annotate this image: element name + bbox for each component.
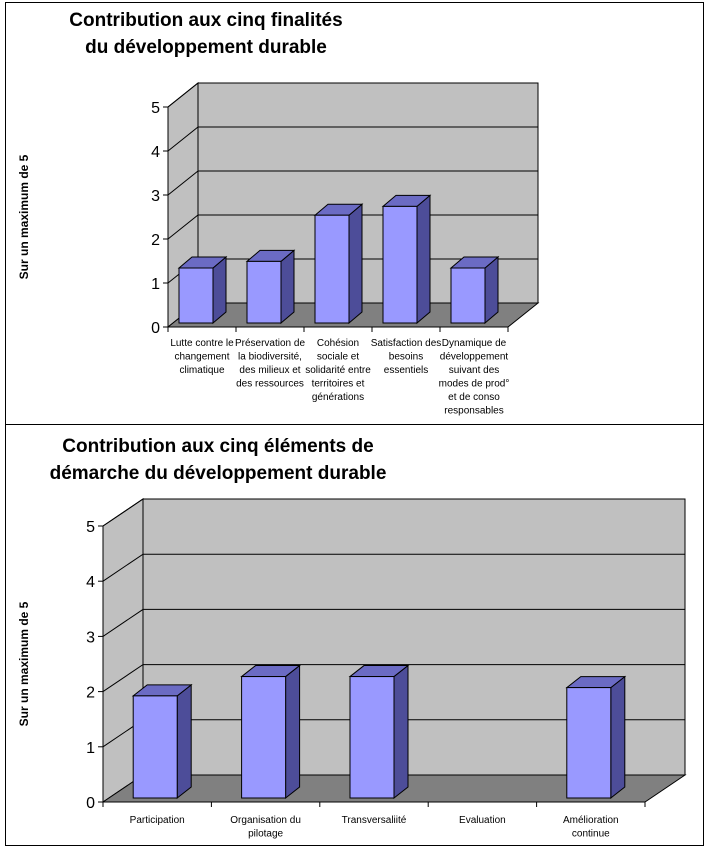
x-tick-label: responsables — [444, 406, 503, 417]
chart-title-demarche: Contribution aux cinq éléments de démarc… — [8, 433, 428, 487]
bar-front — [566, 687, 612, 799]
y-tick-label: 4 — [86, 574, 95, 591]
bar — [449, 255, 500, 325]
bar-side — [610, 675, 626, 800]
chart-title-line: Contribution aux cinq finalités — [69, 10, 343, 31]
chart-panel-finalites: Contribution aux cinq finalités du dével… — [5, 2, 704, 425]
x-tick-label: Préservation de — [235, 338, 305, 349]
y-tick-label: 4 — [151, 144, 160, 161]
bar-side — [348, 203, 363, 325]
y-tick-label: 3 — [151, 188, 160, 205]
bar-side — [416, 194, 431, 325]
x-tick-label: changement — [174, 352, 229, 363]
bar — [131, 683, 193, 800]
x-tick-label: la biodiversité, — [238, 352, 302, 363]
x-tick-label: Cohésion — [317, 338, 359, 349]
y-tick-label: 1 — [86, 740, 95, 757]
x-tick-label: Transversaliité — [342, 815, 407, 826]
bar-front — [241, 676, 287, 799]
chart-title-line: démarche du développement durable — [49, 463, 387, 484]
x-tick-label: générations — [312, 392, 364, 403]
bar — [565, 675, 627, 800]
bar-front — [314, 214, 350, 324]
x-tick-label: solidarité entre — [305, 365, 371, 376]
y-axis-label: Sur un maximum de 5 — [17, 154, 31, 279]
y-tick-label: 0 — [151, 320, 160, 337]
bar-side — [285, 664, 301, 800]
x-tick-label: modes de prod° — [439, 379, 510, 390]
y-tick-label: 5 — [86, 519, 95, 536]
bar-chart-finalites: 0 1 2 3 4 5 Sur un maximum de 5 Lutte contre le… — [17, 81, 540, 417]
bar-side — [176, 683, 192, 800]
bar-front — [178, 267, 214, 324]
x-tick-label: Dynamique de — [442, 338, 507, 349]
bar-front — [450, 267, 486, 324]
bar-front — [132, 695, 178, 799]
bar — [348, 664, 410, 800]
x-tick-label: Organisation du — [230, 815, 301, 826]
chart-title-line: du développement durable — [85, 37, 327, 58]
x-tick-label: Participation — [130, 815, 185, 826]
x-tick-label: Lutte contre le — [170, 338, 234, 349]
bar — [245, 249, 296, 325]
gridline — [102, 498, 685, 527]
x-tick-label: Satisfaction des — [371, 338, 442, 349]
x-tick-label: Amélioration — [563, 815, 619, 826]
x-tick-label: des milieux et — [239, 365, 300, 376]
x-tick-label: développement — [440, 352, 509, 363]
y-tick-label: 1 — [151, 276, 160, 293]
x-tick-label: sociale et — [317, 352, 359, 363]
x-tick-label: continue — [572, 829, 610, 840]
bar — [313, 203, 364, 325]
bar — [381, 194, 432, 325]
chart-title-finalites: Contribution aux cinq finalités du dével… — [26, 7, 386, 61]
bar-side — [280, 249, 295, 325]
chart-title-line: Contribution aux cinq éléments de — [62, 436, 374, 457]
x-tick-label: et de conso — [448, 392, 500, 403]
bar-front — [246, 260, 282, 324]
bar-side — [393, 664, 409, 800]
x-tick-label: suivant des — [449, 365, 500, 376]
y-axis-label: Sur un maximum de 5 — [17, 601, 31, 726]
bar-front — [349, 676, 395, 799]
y-tick-label: 0 — [86, 795, 95, 812]
x-tick-label: territoires et — [312, 379, 365, 390]
gridline — [167, 82, 538, 108]
bar-front — [382, 205, 418, 324]
x-tick-label: Evaluation — [459, 815, 506, 826]
y-tick-label: 2 — [151, 232, 160, 249]
y-tick-label: 3 — [86, 629, 95, 646]
y-tick-label: 2 — [86, 685, 95, 702]
gridline — [102, 608, 685, 637]
x-tick-label: besoins — [389, 352, 423, 363]
x-tick-label: essentiels — [384, 365, 428, 376]
y-tick-label: 5 — [151, 100, 160, 117]
x-tick-label: pilotage — [248, 829, 283, 840]
bar-chart-demarche: 0 1 2 3 4 5 Sur un maximum de 5 Participation Or… — [17, 498, 687, 840]
gridline — [167, 170, 538, 196]
chart-panel-demarche: Contribution aux cinq éléments de démarc… — [5, 424, 704, 846]
x-tick-label: des ressources — [236, 379, 304, 390]
gridline — [102, 553, 685, 582]
bar — [177, 255, 228, 325]
bar — [240, 664, 302, 800]
x-tick-label: climatique — [179, 365, 224, 376]
gridline — [102, 664, 685, 693]
gridline — [167, 126, 538, 152]
